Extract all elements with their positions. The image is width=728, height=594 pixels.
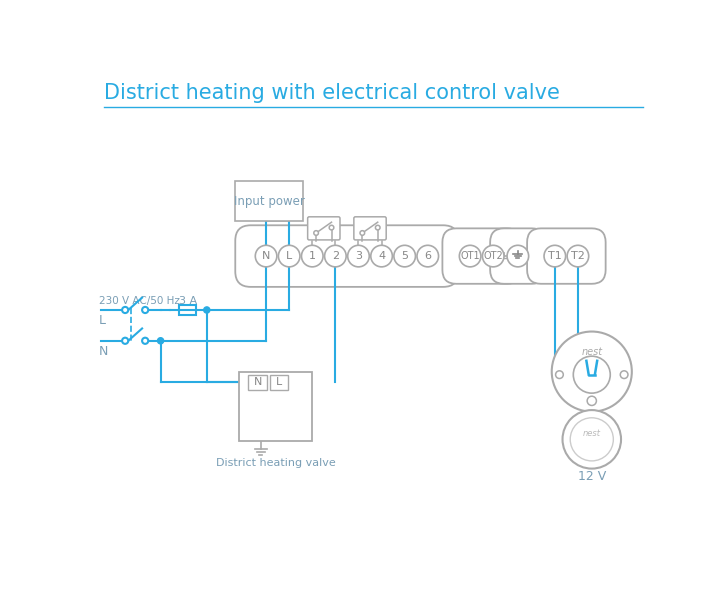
Text: 3 A: 3 A [179, 296, 197, 306]
Circle shape [507, 245, 529, 267]
Text: District heating valve: District heating valve [215, 458, 336, 468]
Text: 230 V AC/50 Hz: 230 V AC/50 Hz [99, 296, 180, 306]
Bar [235, 181, 303, 222]
Circle shape [563, 410, 621, 469]
Circle shape [570, 418, 614, 461]
FancyBboxPatch shape [527, 228, 606, 284]
Bar [248, 375, 267, 390]
Bar [179, 305, 196, 315]
FancyBboxPatch shape [235, 225, 459, 287]
Circle shape [620, 371, 628, 378]
Text: N: N [262, 251, 270, 261]
Circle shape [301, 245, 323, 267]
Circle shape [587, 396, 596, 406]
Circle shape [567, 245, 589, 267]
Circle shape [122, 307, 128, 313]
Circle shape [552, 331, 632, 412]
Circle shape [483, 245, 504, 267]
Circle shape [574, 356, 610, 393]
FancyBboxPatch shape [443, 228, 521, 284]
Bar [270, 375, 288, 390]
FancyBboxPatch shape [354, 217, 386, 240]
Circle shape [142, 338, 149, 344]
Text: 3: 3 [355, 251, 362, 261]
Circle shape [394, 245, 416, 267]
Circle shape [329, 225, 334, 230]
Circle shape [142, 307, 149, 313]
Text: 5: 5 [401, 251, 408, 261]
Text: 1: 1 [309, 251, 316, 261]
Text: L: L [276, 377, 282, 387]
Circle shape [278, 245, 300, 267]
Circle shape [325, 245, 346, 267]
Circle shape [371, 245, 392, 267]
Circle shape [314, 230, 318, 235]
Text: T2: T2 [571, 251, 585, 261]
Circle shape [256, 245, 277, 267]
Bar [239, 372, 312, 441]
Circle shape [157, 338, 164, 344]
Circle shape [417, 245, 438, 267]
Text: L: L [286, 251, 293, 261]
Text: 2: 2 [332, 251, 339, 261]
FancyBboxPatch shape [308, 217, 340, 240]
Text: OT2: OT2 [483, 251, 503, 261]
FancyBboxPatch shape [490, 228, 545, 284]
Circle shape [555, 371, 563, 378]
Text: 12 V: 12 V [577, 470, 606, 483]
Text: OT1: OT1 [460, 251, 480, 261]
Text: 4: 4 [378, 251, 385, 261]
Text: 6: 6 [424, 251, 431, 261]
Circle shape [360, 230, 365, 235]
Circle shape [459, 245, 481, 267]
Text: N: N [99, 345, 108, 358]
Circle shape [376, 225, 380, 230]
Circle shape [544, 245, 566, 267]
Circle shape [122, 338, 128, 344]
Text: T1: T1 [548, 251, 562, 261]
Text: N: N [253, 377, 262, 387]
Circle shape [348, 245, 369, 267]
Text: L: L [99, 314, 106, 327]
Circle shape [204, 307, 210, 313]
Text: nest: nest [583, 429, 601, 438]
Text: Input power: Input power [234, 195, 304, 208]
Text: District heating with electrical control valve: District heating with electrical control… [103, 83, 560, 103]
Text: nest: nest [581, 346, 602, 356]
